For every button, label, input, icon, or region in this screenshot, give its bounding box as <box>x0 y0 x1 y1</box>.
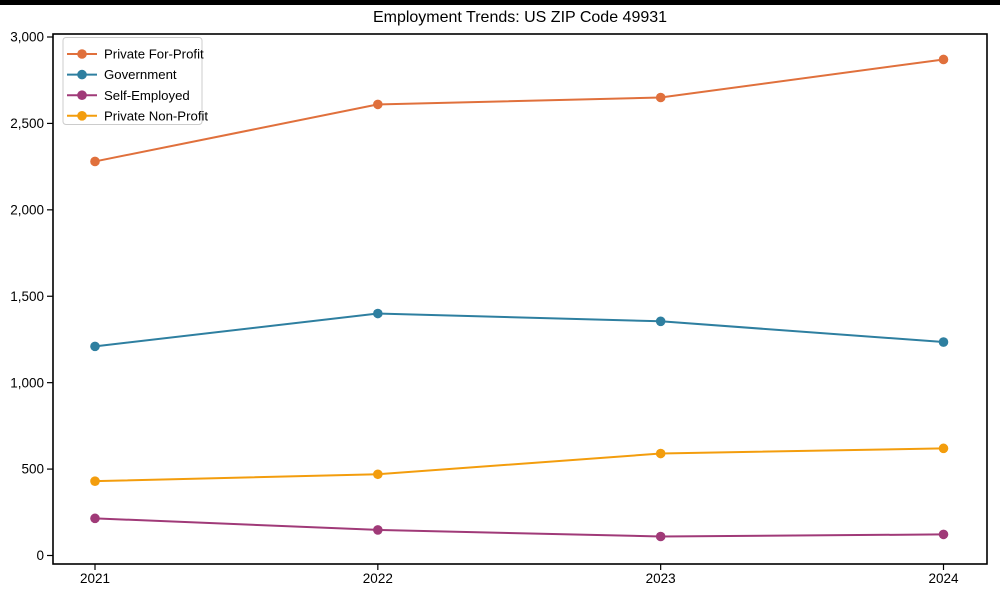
data-point <box>373 525 383 535</box>
plot-frame <box>52 33 988 565</box>
data-point <box>373 99 383 110</box>
data-point <box>90 341 100 352</box>
series-line-government <box>94 312 944 348</box>
data-point <box>90 476 100 486</box>
data-point <box>90 513 100 524</box>
legend-label: Government <box>104 67 177 82</box>
y-tick-label: 2,000 <box>10 202 44 217</box>
legend-label: Self-Employed <box>104 88 190 103</box>
legend-marker <box>77 69 87 80</box>
plot-area: 0 500 1,000 1,500 2,000 2,500 3,000 2021 2022 202… <box>10 30 988 586</box>
data-point <box>655 316 666 327</box>
data-point <box>655 92 666 103</box>
data-point <box>655 448 666 459</box>
y-tick-label: 1,500 <box>10 289 44 304</box>
data-point <box>373 308 383 319</box>
y-tick-label: 500 <box>21 462 44 477</box>
top-border <box>0 0 1000 5</box>
series-line-private-non-profit <box>94 447 944 483</box>
data-point <box>90 156 100 167</box>
x-tick-label: 2021 <box>80 571 110 586</box>
legend-label: Private For-Profit <box>104 47 204 62</box>
data-point <box>655 531 666 542</box>
data-point <box>373 469 383 480</box>
data-point <box>938 529 949 540</box>
y-tick-label: 3,000 <box>10 30 44 45</box>
legend-marker <box>77 111 87 121</box>
x-tick-label: 2022 <box>363 571 393 586</box>
chart-title: Employment Trends: US ZIP Code 49931 <box>373 9 667 26</box>
y-tick-label: 1,000 <box>10 375 44 390</box>
legend-marker <box>77 90 87 100</box>
data-point <box>938 443 949 454</box>
x-tick-label: 2024 <box>928 571 959 586</box>
legend-marker <box>77 49 87 59</box>
series-line-self-employed <box>94 517 944 538</box>
data-point <box>938 54 949 65</box>
legend-label: Private Non-Profit <box>104 108 208 123</box>
x-tick-label: 2023 <box>646 571 676 586</box>
y-tick-label: 2,500 <box>10 116 44 131</box>
legend-box <box>62 37 203 125</box>
y-tick-label: 0 <box>36 548 44 563</box>
series-line-private-for-profit <box>94 58 944 163</box>
data-point <box>938 337 949 347</box>
